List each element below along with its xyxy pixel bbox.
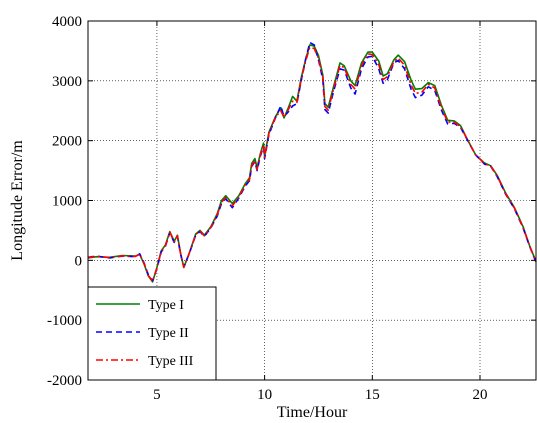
legend: Type I Type II Type III xyxy=(88,287,216,380)
x-tick-label: 10 xyxy=(257,387,272,403)
y-tick-label: 1000 xyxy=(52,194,82,210)
y-tick-label: 0 xyxy=(75,253,83,269)
y-axis-title: Longitude Error/m xyxy=(9,140,26,261)
legend-label: Type II xyxy=(148,326,189,341)
x-tick-label: 5 xyxy=(153,387,161,403)
y-tick-label: -2000 xyxy=(47,373,82,389)
y-tick-label: -1000 xyxy=(47,313,82,329)
y-tick-label: 3000 xyxy=(52,74,82,90)
legend-label: Type III xyxy=(148,354,194,369)
x-tick-label: 20 xyxy=(473,387,488,403)
x-tick-label: 15 xyxy=(365,387,380,403)
legend-label: Type I xyxy=(148,298,184,313)
y-tick-label: 2000 xyxy=(52,134,82,150)
x-axis-title: Time/Hour xyxy=(277,404,348,421)
y-tick-label: 4000 xyxy=(52,14,82,30)
